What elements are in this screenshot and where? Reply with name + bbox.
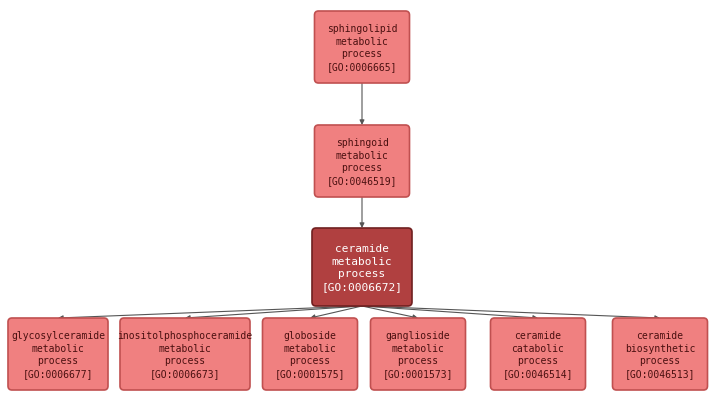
Text: ceramide
metabolic
process
[GO:0006672]: ceramide metabolic process [GO:0006672] — [321, 244, 402, 291]
Text: sphingoid
metabolic
process
[GO:0046519]: sphingoid metabolic process [GO:0046519] — [327, 138, 397, 185]
FancyBboxPatch shape — [315, 126, 410, 198]
Text: globoside
metabolic
process
[GO:0001575]: globoside metabolic process [GO:0001575] — [275, 330, 345, 378]
FancyBboxPatch shape — [8, 318, 108, 390]
Text: inositolphosphoceramide
metabolic
process
[GO:0006673]: inositolphosphoceramide metabolic proces… — [117, 330, 252, 378]
FancyBboxPatch shape — [120, 318, 250, 390]
FancyBboxPatch shape — [312, 229, 412, 306]
Text: glycosylceramide
metabolic
process
[GO:0006677]: glycosylceramide metabolic process [GO:0… — [11, 330, 105, 378]
FancyBboxPatch shape — [262, 318, 357, 390]
FancyBboxPatch shape — [370, 318, 465, 390]
FancyBboxPatch shape — [491, 318, 586, 390]
Text: sphingolipid
metabolic
process
[GO:0006665]: sphingolipid metabolic process [GO:00066… — [327, 24, 397, 71]
FancyBboxPatch shape — [315, 12, 410, 84]
Text: ganglioside
metabolic
process
[GO:0001573]: ganglioside metabolic process [GO:000157… — [383, 330, 453, 378]
FancyBboxPatch shape — [613, 318, 708, 390]
Text: ceramide
catabolic
process
[GO:0046514]: ceramide catabolic process [GO:0046514] — [502, 330, 573, 378]
Text: ceramide
biosynthetic
process
[GO:0046513]: ceramide biosynthetic process [GO:004651… — [625, 330, 695, 378]
